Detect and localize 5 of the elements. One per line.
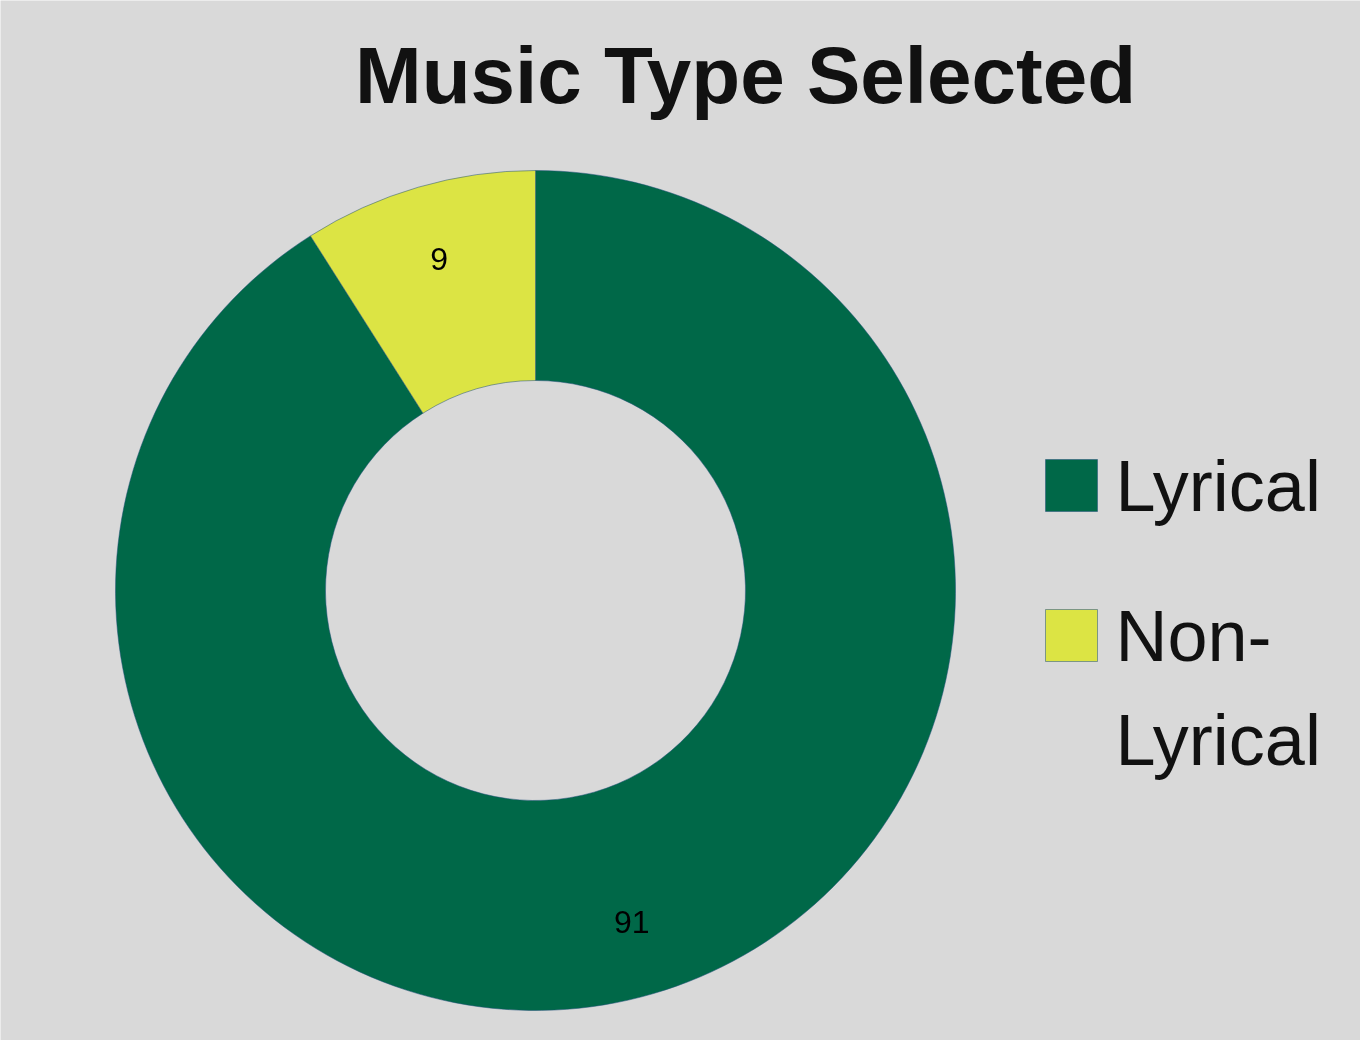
legend-label: Non-Lyrical: [1115, 595, 1321, 780]
data-label: 91: [613, 903, 650, 940]
chart-title: Music Type Selected: [354, 31, 1137, 120]
data-label: 9: [430, 241, 449, 278]
legend-label: Lyrical: [1115, 445, 1321, 526]
